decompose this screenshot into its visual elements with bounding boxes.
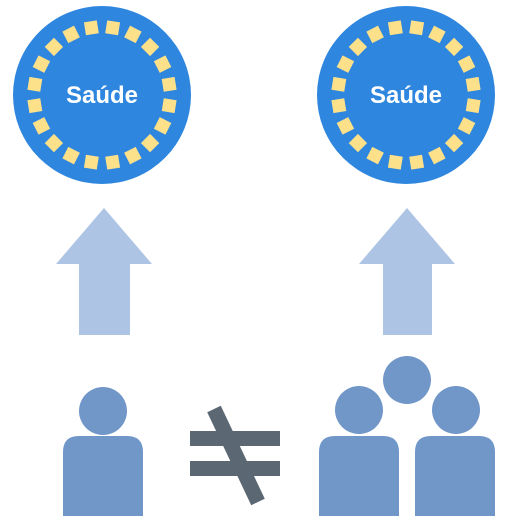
badge-label-left: Saúde (66, 82, 138, 109)
badge-dot (444, 37, 464, 57)
person-icon-left (319, 386, 399, 516)
badge-dot (161, 76, 177, 92)
badge-dot (387, 20, 403, 36)
badge-dot (428, 25, 446, 44)
badge-dot (83, 154, 99, 170)
badge-dot (140, 37, 160, 57)
badge-dot (444, 133, 464, 153)
badge-dot (465, 76, 481, 92)
badge-dot-ring (27, 20, 177, 170)
badge-dot (331, 98, 347, 114)
badge-dot (153, 117, 172, 135)
health-badge-left: Saúde (13, 6, 191, 184)
badge-dot (457, 117, 476, 135)
badge-dot (32, 55, 51, 73)
up-arrow-right-icon (359, 208, 455, 335)
badge-dot (153, 55, 172, 73)
not-equal-icon (190, 405, 280, 506)
badge-dot (124, 25, 142, 44)
person-icon-right (415, 386, 495, 516)
badge-dot (105, 20, 121, 36)
badge-dot (331, 76, 347, 92)
badge-dot (105, 154, 121, 170)
badge-dot (27, 76, 43, 92)
badge-dot (161, 98, 177, 114)
badge-dot (366, 25, 384, 44)
badge-dot (457, 55, 476, 73)
people-group-icon (319, 356, 495, 516)
badge-dot (336, 55, 355, 73)
badge-dot (44, 37, 64, 57)
up-arrow-left-icon (56, 208, 152, 335)
badge-dot (366, 146, 384, 165)
badge-dot (336, 117, 355, 135)
badge-dot (465, 98, 481, 114)
badge-dot (32, 117, 51, 135)
badge-dot (140, 133, 160, 153)
badge-dot (62, 146, 80, 165)
badge-dot (348, 133, 368, 153)
badge-dot (409, 154, 425, 170)
badge-dot (409, 20, 425, 36)
person-icon-single (63, 387, 143, 516)
badge-dot (124, 146, 142, 165)
badge-dot (44, 133, 64, 153)
badge-dot (62, 25, 80, 44)
badge-label-right: Saúde (370, 82, 442, 109)
badge-dot-ring (331, 20, 481, 170)
badge-dot (387, 154, 403, 170)
badge-dot (83, 20, 99, 36)
badge-dot (348, 37, 368, 57)
badge-dot (428, 146, 446, 165)
badge-dot (27, 98, 43, 114)
person-icon-back (383, 356, 431, 404)
health-badge-right: Saúde (317, 6, 495, 184)
